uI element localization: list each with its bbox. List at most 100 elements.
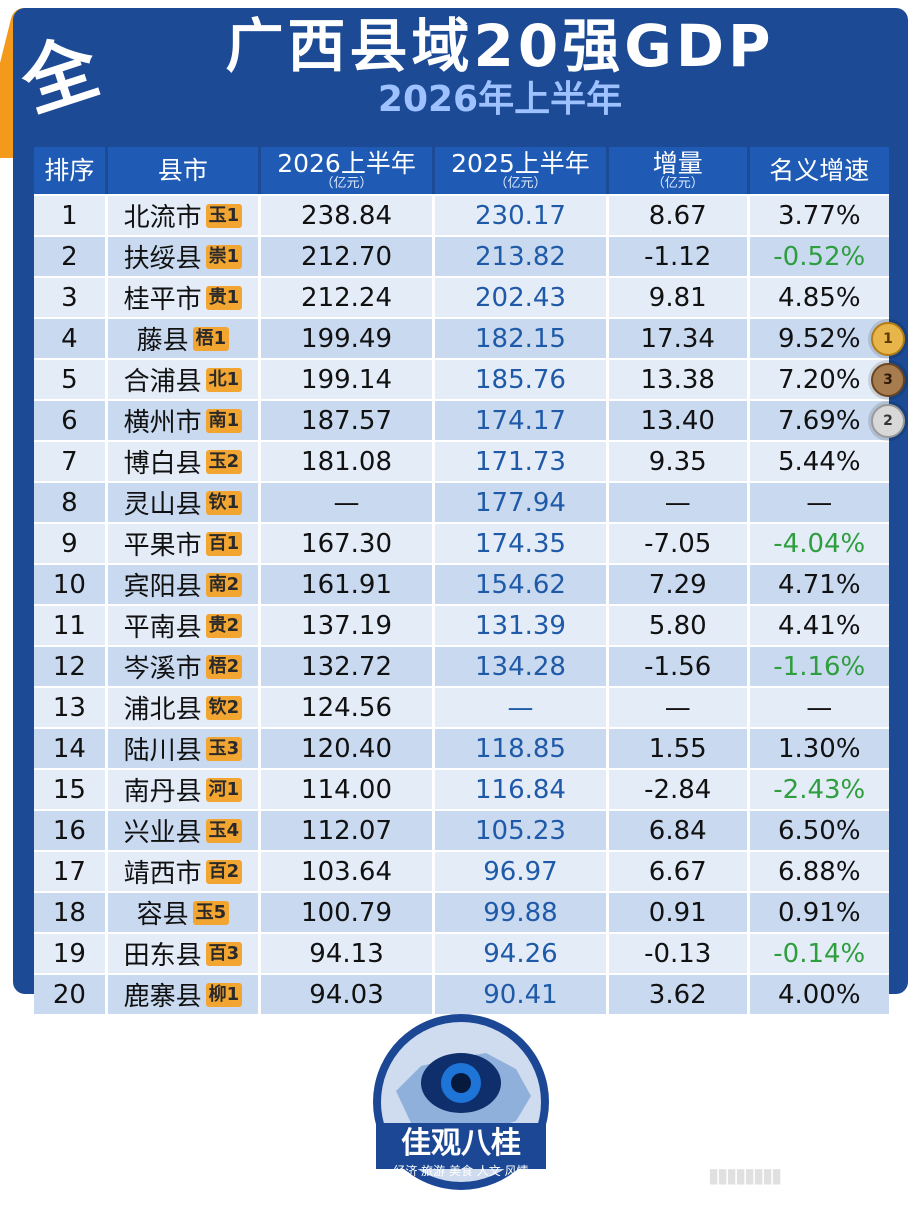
table-header: 排序 县市 2026上半年 （亿元） 2025上半年 （亿元） 增量 （亿元） 名义增… [34, 147, 890, 194]
county-cell: 横州市 南1 [107, 401, 262, 440]
rank-cell: 13 [34, 688, 108, 727]
table-row: 15 南丹县 河1 114.00 116.84 -2.84 -2.43% [34, 768, 890, 809]
growth-rate-cell: 5.44% [749, 442, 890, 481]
increase-cell: 17.34 [608, 319, 750, 358]
county-name: 宾阳县 [123, 572, 202, 602]
region-rank-badge: 崇1 [205, 244, 243, 269]
increase-cell: -2.84 [608, 770, 750, 809]
growth-rate-cell: -2.43% [749, 770, 890, 809]
rank-cell: 18 [34, 893, 108, 932]
growth-rate-cell: 0.91% [749, 893, 890, 932]
region-rank-badge: 河1 [205, 777, 243, 802]
gdp-2026-cell: 112.07 [261, 811, 435, 850]
gdp-2026-cell: 187.57 [261, 401, 435, 440]
region-rank-badge: 玉5 [192, 900, 230, 925]
table-row: 14 陆川县 玉3 120.40 118.85 1.55 1.30% [34, 727, 890, 768]
growth-rate-cell: 6.88% [749, 852, 890, 891]
rank-cell: 16 [34, 811, 108, 850]
header-2025: 2025上半年 （亿元） [435, 147, 609, 194]
increase-cell: -1.56 [608, 647, 750, 686]
gdp-2025-cell: — [435, 688, 609, 727]
gdp-2026-cell: — [261, 483, 435, 522]
gdp-2026-cell: 212.24 [261, 278, 435, 317]
table-row: 17 靖西市 百2 103.64 96.97 6.67 6.88% [34, 850, 890, 891]
county-cell: 桂平市 贵1 [107, 278, 262, 317]
region-rank-badge: 钦1 [205, 490, 243, 515]
table-row: 8 灵山县 钦1—177.94— — [34, 481, 890, 522]
county-name: 横州市 [123, 408, 202, 438]
growth-rate-cell: -0.14% [749, 934, 890, 973]
logo-slogan: 经济 旅游 美食 人文 风情 [393, 1163, 528, 1178]
county-name: 南丹县 [123, 777, 202, 807]
header-rank: 排序 [34, 147, 108, 194]
gdp-2025-cell: 171.73 [435, 442, 609, 481]
increase-cell: 1.55 [608, 729, 750, 768]
gdp-2026-cell: 199.49 [261, 319, 435, 358]
gdp-2026-cell: 124.56 [261, 688, 435, 727]
region-rank-badge: 南1 [205, 408, 243, 433]
table-row: 3 桂平市 贵1 212.24 202.43 9.81 4.85% [34, 276, 890, 317]
growth-rate-cell: -1.16% [749, 647, 890, 686]
increase-cell: -1.12 [608, 237, 750, 276]
gdp-2025-cell: 134.28 [435, 647, 609, 686]
header-growth-rate: 名义增速 [749, 147, 890, 194]
table-row: 5 合浦县 北1 199.14 185.76 13.38 7.20% [34, 358, 890, 399]
growth-rate-cell: 4.85% [749, 278, 890, 317]
growth-rate-cell: 6.50% [749, 811, 890, 850]
increase-cell: 7.29 [608, 565, 750, 604]
watermark: ▮▮▮▮▮▮▮▮ [708, 1163, 782, 1187]
gdp-2026-cell: 199.14 [261, 360, 435, 399]
gdp-2025-cell: 174.35 [435, 524, 609, 563]
gdp-2025-cell: 94.26 [435, 934, 609, 973]
county-cell: 靖西市 百2 [107, 852, 262, 891]
growth-rate-cell: 7.69% [749, 401, 890, 440]
increase-cell: -0.13 [608, 934, 750, 973]
gdp-2025-cell: 90.41 [435, 975, 609, 1014]
increase-cell: 0.91 [608, 893, 750, 932]
gdp-2026-cell: 181.08 [261, 442, 435, 481]
rank-cell: 17 [34, 852, 108, 891]
gdp-2025-cell: 154.62 [435, 565, 609, 604]
rank-cell: 14 [34, 729, 108, 768]
table-row: 12 岑溪市 梧2 132.72 134.28 -1.56 -1.16% [34, 645, 890, 686]
gdp-2026-cell: 94.03 [261, 975, 435, 1014]
county-cell: 博白县 玉2 [107, 442, 262, 481]
gdp-2025-cell: 213.82 [435, 237, 609, 276]
gdp-2025-cell: 177.94 [435, 483, 609, 522]
county-cell: 平果市 百1 [107, 524, 262, 563]
medal-1-icon: 1 [871, 322, 905, 356]
county-cell: 扶绥县 崇1 [107, 237, 262, 276]
county-name: 平南县 [123, 613, 202, 643]
region-rank-badge: 柳1 [205, 982, 243, 1007]
header-county: 县市 [107, 147, 262, 194]
table-body: 1 北流市 玉1 238.84 230.17 8.67 3.77% 2 扶绥县 崇1 212.70 2… [34, 194, 890, 1014]
increase-cell: — [608, 483, 750, 522]
growth-rate-cell: 4.41% [749, 606, 890, 645]
county-cell: 田东县 百3 [107, 934, 262, 973]
increase-cell: -7.05 [608, 524, 750, 563]
rank-cell: 8 [34, 483, 108, 522]
gdp-2026-cell: 120.40 [261, 729, 435, 768]
rank-cell: 10 [34, 565, 108, 604]
table-row: 11 平南县 贵2 137.19 131.39 5.80 4.41% [34, 604, 890, 645]
gdp-2025-cell: 202.43 [435, 278, 609, 317]
county-cell: 鹿寨县 柳1 [107, 975, 262, 1014]
page-subtitle: 2026年上半年 [377, 79, 623, 120]
increase-cell: 9.81 [608, 278, 750, 317]
rank-cell: 20 [34, 975, 108, 1014]
rank-cell: 4 [34, 319, 108, 358]
region-rank-badge: 玉3 [205, 736, 243, 761]
county-name: 藤县 [136, 326, 189, 356]
gdp-2025-cell: 230.17 [435, 196, 609, 235]
county-name: 合浦县 [123, 367, 202, 397]
region-rank-badge: 钦2 [205, 695, 243, 720]
county-name: 陆川县 [123, 736, 202, 766]
increase-cell: — [608, 688, 750, 727]
gdp-2026-cell: 114.00 [261, 770, 435, 809]
county-name: 桂平市 [123, 285, 202, 315]
gdp-2026-cell: 212.70 [261, 237, 435, 276]
rank-cell: 3 [34, 278, 108, 317]
county-cell: 岑溪市 梧2 [107, 647, 262, 686]
increase-cell: 6.67 [608, 852, 750, 891]
county-cell: 南丹县 河1 [107, 770, 262, 809]
